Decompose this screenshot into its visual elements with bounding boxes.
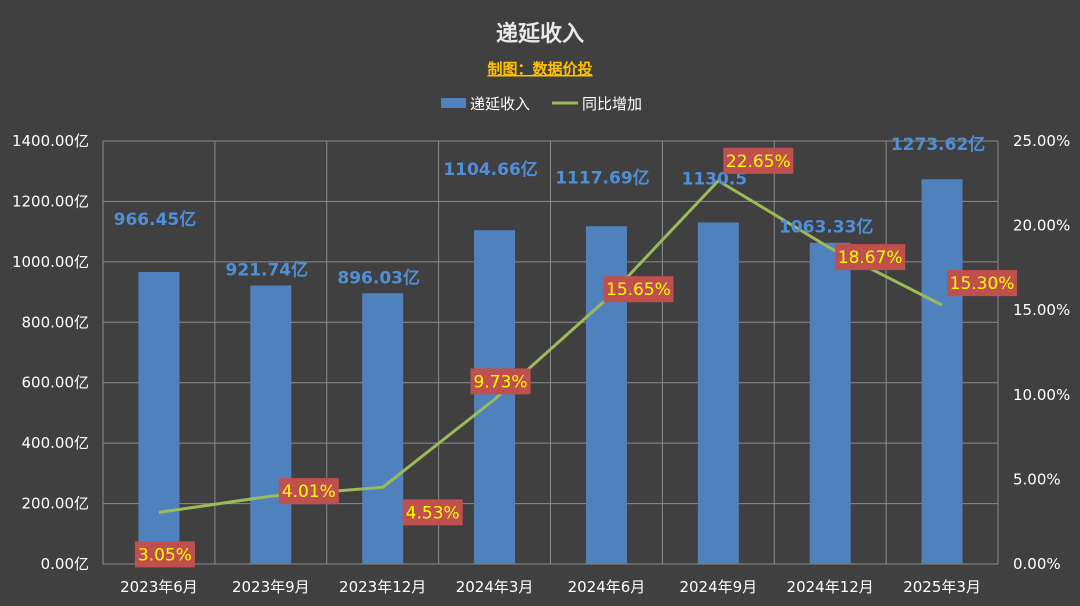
percent-label-box bbox=[603, 276, 674, 303]
right-axis-tick: 20.00% bbox=[1013, 217, 1070, 235]
left-axis-tick: 1400.00亿 bbox=[12, 132, 89, 150]
left-axis-tick: 600.00亿 bbox=[22, 374, 90, 392]
bar-value-label: 896.03亿 bbox=[337, 267, 420, 288]
bar-value-label: 966.45亿 bbox=[114, 209, 197, 230]
percent-label-box bbox=[278, 478, 339, 505]
x-axis-tick: 2024年12月 bbox=[787, 578, 874, 596]
legend-bar-swatch bbox=[441, 98, 466, 108]
right-axis-tick: 15.00% bbox=[1013, 301, 1070, 319]
percent-label-text: 15.30% bbox=[950, 274, 1015, 294]
percent-label-text: 4.53% bbox=[406, 503, 460, 523]
x-axis-tick: 2023年6月 bbox=[120, 578, 198, 596]
percent-label-text: 18.67% bbox=[838, 248, 903, 268]
percent-label: 4.01% bbox=[278, 478, 339, 505]
bar bbox=[250, 285, 292, 564]
x-axis-tick: 2024年3月 bbox=[456, 578, 534, 596]
x-axis-tick: 2023年12月 bbox=[339, 578, 426, 596]
left-axis-tick: 0.00亿 bbox=[41, 555, 89, 573]
percent-label: 3.05% bbox=[134, 541, 195, 568]
bar-series bbox=[138, 179, 963, 565]
bar-value-label: 1063.33亿 bbox=[779, 217, 873, 238]
bar-value-label: 1130.5 bbox=[682, 169, 748, 189]
bar-value-label: 1273.62亿 bbox=[891, 134, 985, 155]
bar bbox=[362, 293, 404, 564]
right-axis-tick: 0.00% bbox=[1013, 555, 1061, 573]
bar bbox=[921, 179, 963, 564]
bar-value-label: 921.74亿 bbox=[226, 260, 309, 281]
right-axis-tick: 25.00% bbox=[1013, 132, 1070, 150]
left-axis-tick: 1000.00亿 bbox=[12, 253, 89, 271]
x-axis-tick: 2024年9月 bbox=[679, 578, 757, 596]
left-axis-tick: 400.00亿 bbox=[22, 434, 90, 452]
left-axis-tick: 800.00亿 bbox=[22, 313, 90, 331]
right-axis: 0.00% 5.00% 10.00% 15.00% 20.00% 25.00% bbox=[1013, 132, 1070, 573]
bar bbox=[697, 222, 739, 565]
x-axis-tick: 2025年3月 bbox=[903, 578, 981, 596]
percent-label-text: 22.65% bbox=[726, 152, 791, 172]
bar bbox=[809, 242, 851, 564]
right-axis-tick: 10.00% bbox=[1013, 386, 1070, 404]
right-axis-tick: 5.00% bbox=[1013, 470, 1061, 488]
percent-label: 4.53% bbox=[402, 499, 463, 526]
percent-label: 15.30% bbox=[947, 270, 1018, 297]
bar-value-label: 1117.69亿 bbox=[555, 167, 649, 188]
percent-label: 9.73% bbox=[470, 368, 531, 395]
percent-label-box bbox=[134, 541, 195, 568]
bar bbox=[138, 271, 180, 564]
percent-label-text: 15.65% bbox=[606, 280, 671, 300]
x-axis-tick: 2024年6月 bbox=[568, 578, 646, 596]
left-axis: 0.00亿 200.00亿 400.00亿 600.00亿 800.00亿 1000.00… bbox=[12, 132, 89, 573]
percent-label-box bbox=[402, 499, 463, 526]
percent-label: 15.65% bbox=[603, 276, 674, 303]
left-axis-tick: 1200.00亿 bbox=[12, 192, 89, 210]
percent-label: 22.65% bbox=[723, 147, 794, 174]
percent-label-box bbox=[835, 244, 906, 271]
legend-line-label: 同比增加 bbox=[582, 95, 642, 113]
percent-label: 18.67% bbox=[835, 244, 906, 271]
percent-label-box bbox=[947, 270, 1018, 297]
percent-labels: 3.05% 4.01% 4.53% 9.73% 15.65% 22.65% 18.67% 15… bbox=[134, 147, 1018, 568]
bar bbox=[474, 230, 516, 565]
x-axis: 2023年6月 2023年9月 2023年12月 2024年3月 2024年6月 2024… bbox=[120, 578, 981, 596]
bar-value-label: 1104.66亿 bbox=[443, 159, 537, 180]
legend: 递延收入 同比增加 bbox=[441, 95, 642, 113]
chart-subtitle: 制图：数据价投 bbox=[487, 60, 592, 78]
percent-label-box bbox=[723, 147, 794, 174]
left-axis-tick: 200.00亿 bbox=[22, 495, 90, 513]
bar-labels: 966.45亿 921.74亿 896.03亿 1104.66亿 1117.69亿 113… bbox=[114, 134, 986, 288]
percent-label-text: 9.73% bbox=[474, 372, 528, 392]
legend-bar-label: 递延收入 bbox=[470, 95, 530, 113]
percent-label-text: 4.01% bbox=[282, 482, 336, 502]
percent-label-box bbox=[470, 368, 531, 395]
chart-title: 递延收入 bbox=[496, 21, 584, 47]
percent-label-text: 3.05% bbox=[138, 545, 192, 565]
x-axis-tick: 2023年9月 bbox=[232, 578, 310, 596]
